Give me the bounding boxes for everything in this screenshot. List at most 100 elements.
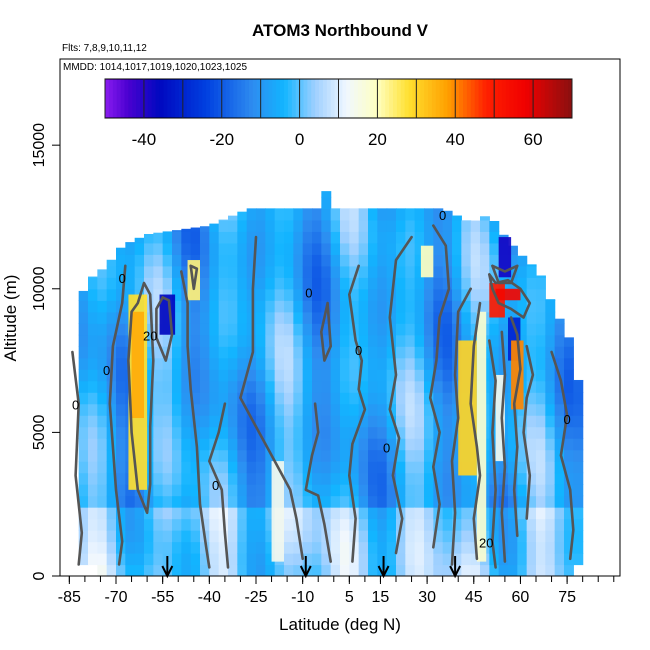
heatmap-cell — [246, 541, 257, 554]
colorbar-segment — [560, 79, 565, 118]
heatmap-cell — [116, 323, 126, 336]
heatmap-cell — [573, 449, 584, 462]
heatmap-cell — [172, 254, 182, 267]
heatmap-cell — [246, 472, 257, 485]
heatmap-cell — [274, 380, 285, 393]
heatmap-cell — [153, 346, 164, 359]
heatmap-cell — [162, 461, 173, 474]
heatmap-cell — [181, 403, 192, 416]
heatmap-cell — [330, 426, 341, 439]
heatmap-cell — [358, 311, 369, 324]
heatmap-cell — [442, 300, 453, 313]
heatmap-cell — [181, 449, 192, 462]
heatmap-cell — [396, 461, 406, 474]
heatmap-cell — [312, 369, 322, 382]
heatmap-cell — [200, 518, 210, 531]
heatmap-cell — [284, 380, 294, 393]
contour-line — [108, 264, 127, 566]
heatmap-cell — [564, 541, 574, 554]
heatmap-cell — [181, 265, 192, 278]
heatmap-cell — [284, 300, 294, 313]
heatmap-cell — [172, 230, 182, 232]
colorbar-segment — [299, 79, 304, 118]
contour-label: 0 — [563, 412, 570, 427]
heatmap-cell — [246, 495, 257, 508]
heatmap-cell — [302, 208, 313, 221]
heatmap-cell — [340, 484, 350, 497]
heatmap-cell — [340, 392, 350, 405]
heatmap-cell — [237, 219, 248, 232]
heatmap-cell — [162, 392, 173, 405]
contour-line — [488, 339, 497, 569]
heatmap-cell — [517, 461, 528, 474]
colorbar-segment — [303, 79, 308, 118]
heatmap-cell — [349, 438, 360, 451]
heatmap-cell — [284, 311, 294, 324]
heatmap-cell — [200, 507, 210, 520]
heatmap-cell — [349, 311, 360, 324]
heatmap-cell — [368, 518, 378, 531]
heatmap-cell — [424, 415, 434, 428]
heatmap-cell — [312, 564, 322, 576]
colorbar-segment — [175, 79, 180, 118]
heatmap-cell — [274, 219, 285, 232]
heatmap-cell — [358, 415, 369, 428]
heatmap-cell — [293, 392, 304, 405]
heatmap-cell — [414, 518, 425, 531]
heatmap-cell — [78, 461, 89, 474]
heatmap-cell — [386, 507, 397, 520]
heatmap-cell — [321, 277, 332, 290]
heatmap-cell — [209, 484, 220, 497]
colorbar-segment — [252, 79, 258, 118]
heatmap-cell — [200, 254, 210, 267]
heatmap-cell — [200, 438, 210, 451]
heatmap-cell — [116, 438, 126, 451]
heatmap-cell — [228, 553, 238, 566]
colorbar-segment — [525, 79, 530, 118]
colorbar-segment — [412, 79, 417, 118]
heatmap-cell — [209, 346, 220, 359]
heatmap-cell — [396, 564, 406, 576]
heatmap-cell — [414, 438, 425, 451]
heatmap-cell — [321, 461, 332, 474]
heatmap-cell — [293, 484, 304, 497]
heatmap-cell — [573, 438, 584, 451]
heatmap-cell — [405, 265, 416, 278]
heatmap-cell — [452, 530, 462, 543]
heatmap-cell — [209, 369, 220, 382]
heatmap-cell — [396, 277, 406, 290]
heatmap-cell — [284, 530, 294, 543]
heatmap-cell — [536, 357, 546, 370]
heatmap-cell — [162, 518, 173, 531]
colorbar-segment — [463, 79, 468, 118]
heatmap-cell — [554, 346, 565, 359]
heatmap-cell — [284, 242, 294, 255]
heatmap-cell — [536, 541, 546, 554]
heatmap-cell — [246, 530, 257, 543]
heatmap-cell — [526, 507, 537, 520]
contour-label: 20 — [479, 535, 493, 550]
heatmap-cell — [218, 254, 229, 267]
heatmap-cell — [554, 541, 565, 554]
heatmap-cell — [312, 334, 322, 347]
heatmap-cell — [293, 300, 304, 313]
heatmap-cell — [153, 530, 164, 543]
heatmap-cell — [153, 403, 164, 416]
contour-lines — [71, 224, 575, 569]
heatmap-cell — [564, 392, 574, 405]
colorbar-tick-label: 0 — [295, 130, 304, 149]
heatmap-cell — [330, 415, 341, 428]
colorbar-segment — [509, 79, 515, 118]
heatmap-cell — [78, 472, 89, 485]
heatmap-cell — [517, 300, 528, 313]
heatmap-cell — [265, 288, 276, 301]
heatmap-cell — [312, 392, 322, 405]
heatmap-cell — [321, 346, 332, 359]
heatmap-cell — [284, 403, 294, 416]
heatmap-cell — [508, 254, 518, 267]
heatmap-cell — [228, 495, 238, 508]
heatmap-cell — [125, 484, 136, 497]
heatmap-cell — [386, 472, 397, 485]
heatmap-cell — [153, 553, 164, 566]
heatmap-cell — [368, 495, 378, 508]
